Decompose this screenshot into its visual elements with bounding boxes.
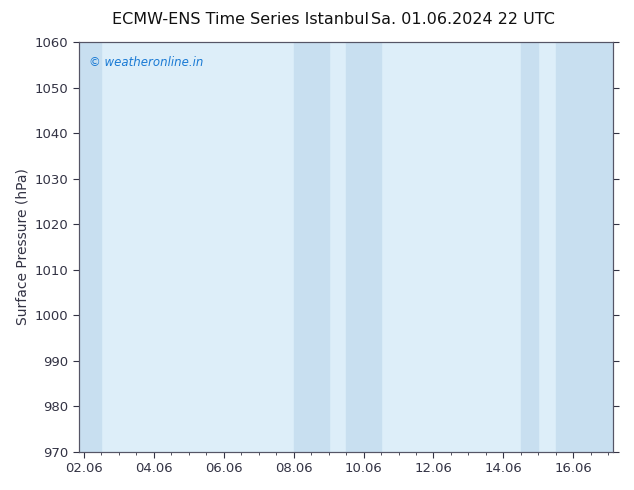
Text: Sa. 01.06.2024 22 UTC: Sa. 01.06.2024 22 UTC (371, 12, 555, 27)
Text: © weatheronline.in: © weatheronline.in (89, 56, 204, 70)
Bar (294, 42, 328, 452)
Y-axis label: Surface Pressure (hPa): Surface Pressure (hPa) (15, 169, 29, 325)
Bar (521, 42, 538, 452)
Text: ECMW-ENS Time Series Istanbul: ECMW-ENS Time Series Istanbul (112, 12, 370, 27)
Bar (79, 42, 101, 452)
Bar (346, 42, 381, 452)
Bar (556, 42, 614, 452)
